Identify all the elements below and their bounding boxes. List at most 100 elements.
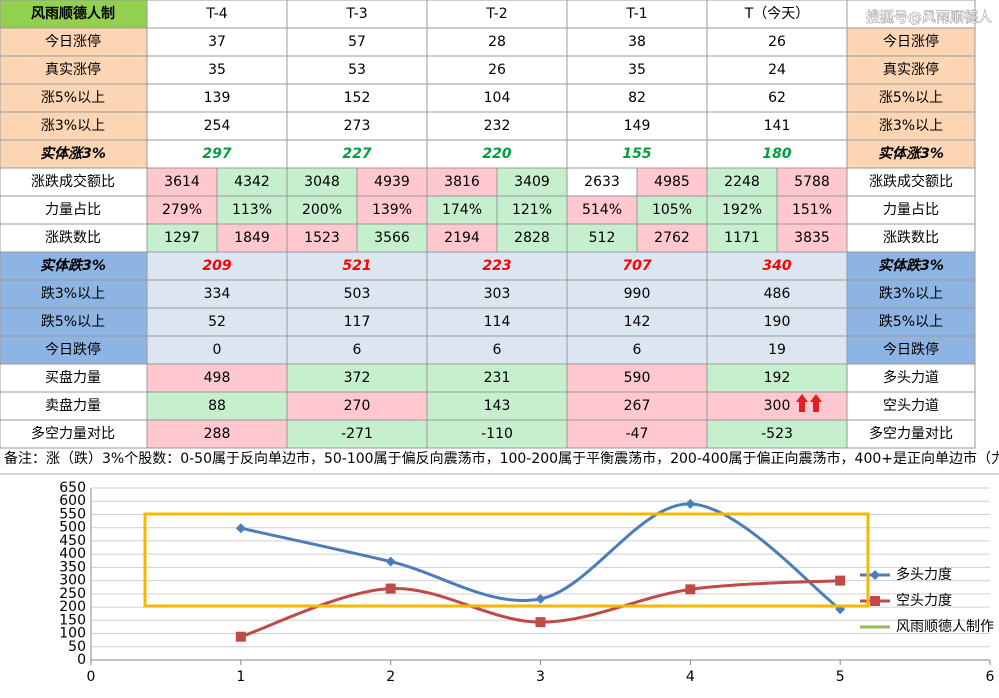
cell bbox=[846, 27, 976, 57]
cell bbox=[216, 167, 288, 197]
cell bbox=[846, 167, 976, 197]
legend-label: 多头力度 bbox=[896, 566, 952, 583]
cell-value: 3835 bbox=[794, 230, 830, 246]
cell bbox=[146, 307, 288, 337]
cell-value: 1849 bbox=[234, 230, 270, 246]
cell-value: 279% bbox=[162, 202, 202, 218]
row-label: 买盘力量 bbox=[45, 369, 101, 386]
cell-value: 231 bbox=[484, 370, 511, 386]
cell-value: -271 bbox=[341, 426, 373, 442]
y-tick-label: 200 bbox=[59, 599, 86, 615]
row-right-label: 跌5%以上 bbox=[879, 314, 943, 330]
marker bbox=[235, 631, 246, 642]
cell bbox=[566, 419, 708, 449]
cell bbox=[706, 83, 848, 113]
corner-header: 风雨顺德人制 bbox=[31, 5, 115, 22]
row-label: 跌5%以上 bbox=[41, 314, 105, 330]
cell bbox=[426, 223, 498, 253]
cell-value: 88 bbox=[208, 398, 226, 414]
y-tick-label: 100 bbox=[59, 626, 86, 642]
cell-value: 223 bbox=[482, 258, 511, 274]
cell-value: -523 bbox=[761, 426, 793, 442]
cell bbox=[426, 335, 568, 365]
marker bbox=[685, 498, 696, 509]
row-right-label: 实体跌3% bbox=[878, 257, 944, 274]
note: 备注：涨（跌）3%个股数：0-50属于反向单边市，50-100属于偏反向震荡市，… bbox=[4, 450, 999, 467]
cell bbox=[0, 0, 148, 29]
cell-value: 180 bbox=[762, 146, 791, 162]
row-label: 多空力量对比 bbox=[31, 425, 115, 442]
cell-value: 297 bbox=[202, 146, 231, 162]
cell bbox=[0, 55, 148, 85]
cell bbox=[706, 195, 778, 225]
cell bbox=[286, 419, 428, 449]
row-label: 今日跌停 bbox=[45, 341, 101, 358]
cell-value: 117 bbox=[344, 314, 371, 330]
cell-value: 113% bbox=[232, 202, 272, 218]
cell-value: 2828 bbox=[514, 230, 550, 246]
row-right-label: 多空力量对比 bbox=[869, 425, 953, 442]
cell bbox=[356, 195, 428, 225]
cell bbox=[846, 391, 976, 421]
cell-value: 52 bbox=[208, 314, 226, 330]
cell bbox=[636, 195, 708, 225]
series-line bbox=[240, 502, 842, 611]
cell bbox=[706, 363, 848, 393]
cell-value: 220 bbox=[482, 146, 511, 162]
cell-value: 521 bbox=[342, 258, 371, 274]
cell-value: 5788 bbox=[794, 174, 830, 190]
cell-value: 28 bbox=[488, 34, 506, 50]
cell bbox=[636, 167, 708, 197]
x-tick-label: 5 bbox=[836, 669, 845, 685]
cell-value: 19 bbox=[768, 342, 786, 358]
cell-value: 486 bbox=[764, 286, 791, 302]
cell-value: 3409 bbox=[514, 174, 550, 190]
cell-value: 6 bbox=[353, 342, 362, 358]
column-header: T-1 bbox=[625, 6, 647, 22]
y-tick-label: 600 bbox=[59, 493, 86, 509]
y-tick-label: 250 bbox=[59, 586, 86, 602]
cell bbox=[146, 335, 288, 365]
column-header: T-2 bbox=[485, 6, 507, 22]
cell bbox=[706, 279, 848, 309]
cell bbox=[496, 195, 568, 225]
cell-value: 190 bbox=[764, 314, 791, 330]
cell-value: 3614 bbox=[164, 174, 200, 190]
legend-marker bbox=[870, 596, 880, 606]
y-tick-label: 350 bbox=[59, 559, 86, 575]
cell-value: 174% bbox=[442, 202, 482, 218]
cell bbox=[846, 279, 976, 309]
cell bbox=[146, 363, 288, 393]
row-label: 力量占比 bbox=[45, 202, 101, 218]
cell-value: 104 bbox=[484, 90, 511, 106]
cell bbox=[356, 167, 428, 197]
cell bbox=[286, 251, 428, 281]
cell-value: 1523 bbox=[304, 230, 340, 246]
cell bbox=[706, 307, 848, 337]
cell-value: 3048 bbox=[304, 174, 340, 190]
y-tick-label: 550 bbox=[59, 506, 86, 522]
cell-value: 192 bbox=[764, 370, 791, 386]
cell bbox=[426, 307, 568, 337]
cell bbox=[146, 419, 288, 449]
row-right-label: 力量占比 bbox=[883, 202, 939, 218]
y-tick-label: 0 bbox=[77, 652, 86, 668]
row-label: 实体跌3% bbox=[40, 257, 106, 274]
marker bbox=[385, 556, 396, 567]
legend-label: 风雨顺德人制作 bbox=[896, 619, 994, 635]
cell-value: -110 bbox=[481, 426, 513, 442]
cell-value: 2194 bbox=[444, 230, 480, 246]
cell-value: 707 bbox=[622, 258, 651, 274]
marker bbox=[235, 523, 246, 534]
cell-value: 3566 bbox=[374, 230, 410, 246]
cell-value: 143 bbox=[484, 398, 511, 414]
row-right-label: 涨5%以上 bbox=[879, 90, 943, 106]
cell bbox=[566, 335, 708, 365]
cell bbox=[566, 0, 708, 29]
cell-value: 503 bbox=[344, 286, 371, 302]
cell bbox=[426, 195, 498, 225]
cell-value: 82 bbox=[628, 90, 646, 106]
row-right-label: 实体涨3% bbox=[878, 145, 944, 162]
cell-value: 6 bbox=[633, 342, 642, 358]
cell bbox=[706, 223, 778, 253]
